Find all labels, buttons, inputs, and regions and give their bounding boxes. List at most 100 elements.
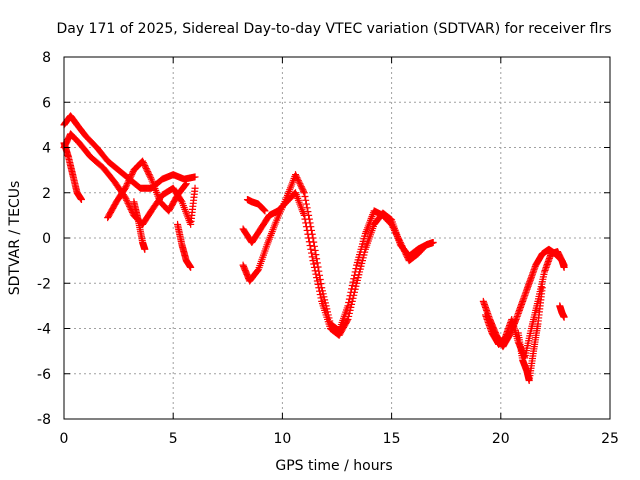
data-point <box>351 285 359 293</box>
data-point <box>122 195 130 203</box>
data-point <box>127 172 135 180</box>
data-point <box>349 278 357 286</box>
data-point <box>298 184 306 192</box>
data-point <box>302 223 310 231</box>
y-tick-label: -8 <box>37 412 51 428</box>
data-point <box>177 197 185 205</box>
data-point <box>349 294 357 302</box>
series-arc-13 <box>556 302 568 321</box>
chart-title: Day 171 of 2025, Sidereal Day-to-day VTE… <box>56 21 611 37</box>
data-point <box>124 178 132 186</box>
series-arc-12 <box>514 284 546 385</box>
data-point <box>344 315 352 323</box>
data-point <box>303 226 311 234</box>
data-point <box>294 177 302 185</box>
data-point <box>301 193 309 201</box>
data-point <box>295 178 303 186</box>
data-point <box>299 186 307 194</box>
data-point <box>343 317 351 325</box>
data-point <box>294 175 302 183</box>
data-point <box>140 160 148 168</box>
series-arc-4 <box>104 157 190 222</box>
data-point <box>261 207 269 215</box>
data-point <box>308 253 316 261</box>
data-point <box>302 196 310 204</box>
data-point <box>317 294 325 302</box>
data-point <box>310 260 318 268</box>
data-point <box>307 245 315 253</box>
data-point <box>306 242 314 250</box>
data-point <box>191 184 199 192</box>
x-tick-labels: 0 5 10 15 20 25 <box>60 431 619 447</box>
y-tick-label: 6 <box>42 95 51 111</box>
x-tick-label: 5 <box>169 431 178 447</box>
data-point <box>350 291 358 299</box>
y-tick-label: 2 <box>42 186 51 202</box>
data-point <box>292 172 300 180</box>
data-point <box>352 282 360 290</box>
data-point <box>122 183 130 191</box>
x-tick-label: 20 <box>492 431 510 447</box>
data-point <box>301 215 309 223</box>
data-point <box>254 267 262 275</box>
data-point <box>145 171 153 179</box>
data-point <box>560 261 568 269</box>
data-point <box>316 287 324 295</box>
data-point <box>139 159 147 167</box>
data-point <box>139 157 147 165</box>
data-point <box>144 168 152 176</box>
data-point <box>124 199 132 207</box>
data-point <box>296 180 304 188</box>
data-point <box>308 249 316 257</box>
data-point <box>143 166 151 174</box>
data-point <box>315 284 323 292</box>
data-point <box>125 177 133 185</box>
data-point <box>141 245 149 253</box>
data-point <box>312 251 320 259</box>
data-point <box>309 257 317 265</box>
data-point <box>345 312 353 320</box>
data-point <box>300 189 308 197</box>
data-point <box>348 300 356 308</box>
data-point <box>182 180 190 188</box>
data-point <box>316 291 324 299</box>
data-point <box>292 171 300 179</box>
data-point <box>126 174 134 182</box>
data-point <box>142 163 150 171</box>
data-point <box>187 263 195 271</box>
y-tick-label: 4 <box>42 141 51 157</box>
data-point <box>300 211 308 219</box>
y-tick-labels: -8 -6 -4 -2 0 2 4 6 8 <box>37 50 51 428</box>
data-point <box>350 275 358 283</box>
data-point <box>123 198 131 206</box>
x-tick-label: 0 <box>60 431 69 447</box>
data-point <box>313 277 321 285</box>
data-point <box>297 181 305 189</box>
data-point <box>311 267 319 275</box>
data-point <box>142 165 150 173</box>
data-point <box>304 230 312 238</box>
x-tick-label: 10 <box>273 431 291 447</box>
data-point <box>313 255 321 263</box>
data-point <box>123 180 131 188</box>
data-point <box>310 242 318 250</box>
data-point <box>346 306 354 314</box>
data-point <box>300 187 308 195</box>
x-tick-label: 15 <box>383 431 401 447</box>
x-axis-label: GPS time / hours <box>275 458 392 474</box>
x-tick-label: 25 <box>601 431 619 447</box>
data-point <box>146 172 154 180</box>
series-arc-3 <box>60 139 85 204</box>
series-arc-2 <box>60 130 199 228</box>
data-point <box>302 200 310 208</box>
data-point <box>538 284 546 292</box>
data-point <box>182 181 190 189</box>
data-point <box>191 173 199 181</box>
data-point <box>123 181 131 189</box>
data-point <box>429 239 437 247</box>
axis-ticks <box>63 56 611 420</box>
data-point <box>144 169 152 177</box>
data-point <box>128 169 136 177</box>
data-point <box>312 270 320 278</box>
